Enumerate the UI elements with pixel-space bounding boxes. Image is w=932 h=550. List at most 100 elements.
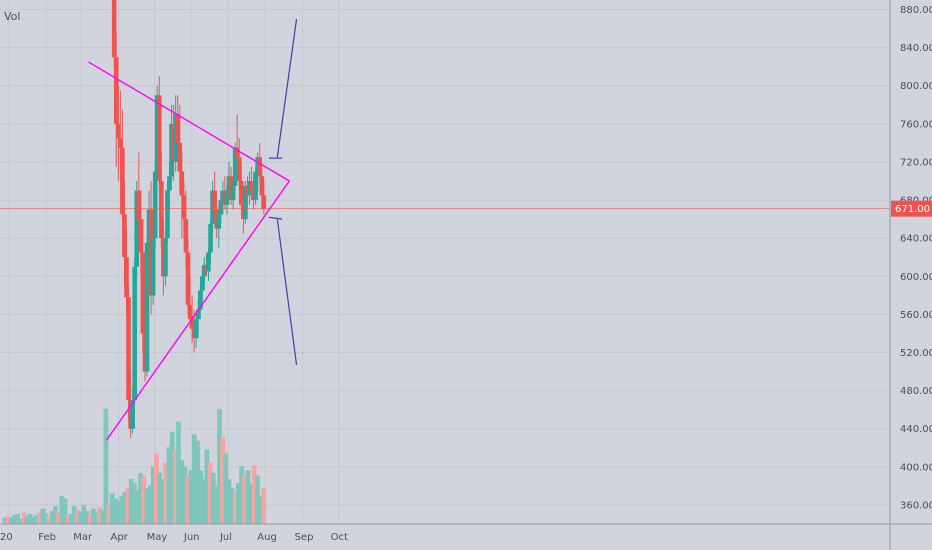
volume-bar (12, 515, 17, 524)
candlesticks[interactable] (111, 0, 267, 439)
candle-body (238, 181, 244, 205)
candle-body (130, 400, 135, 429)
volume-bar (166, 447, 172, 524)
candle-down[interactable] (140, 219, 146, 353)
volume-indicator-label: Vol (4, 10, 21, 23)
volume-bar (87, 513, 93, 524)
candle-body (206, 252, 211, 272)
candle-body (189, 319, 195, 329)
volume-bar (229, 488, 235, 524)
price-tick-label: 600.00 (900, 272, 932, 283)
volume-bar (154, 453, 159, 524)
time-axis[interactable]: 20 Feb Mar Apr May Jun Jul Aug Sep Oct (0, 523, 932, 543)
triangle-lower-trendline[interactable] (105, 180, 290, 441)
candle-up[interactable] (208, 219, 213, 262)
candle-up[interactable] (132, 257, 137, 405)
volume-bar (176, 421, 181, 524)
candle-up[interactable] (197, 285, 203, 320)
candle-body (236, 157, 242, 182)
candle-body (159, 181, 164, 239)
volume-bar (62, 498, 68, 524)
price-tick-label: 880.00 (900, 5, 932, 16)
time-tick-label: May (147, 532, 168, 543)
candle-body (140, 252, 146, 334)
candle-down[interactable] (126, 285, 131, 420)
candle-body (257, 157, 263, 177)
candle-body (253, 171, 258, 201)
candle-body (183, 219, 189, 253)
candle-down[interactable] (115, 85, 121, 182)
candle-up[interactable] (165, 181, 170, 243)
volume-bar (100, 509, 106, 524)
candle-up[interactable] (253, 166, 258, 205)
volume-bar (147, 485, 153, 524)
candle-body (187, 304, 193, 320)
candle-down[interactable] (238, 161, 244, 210)
volume-bar (43, 513, 49, 524)
candle-body (144, 242, 150, 372)
candle-body (111, 0, 117, 58)
candle-down[interactable] (159, 152, 164, 248)
volume-bar (59, 495, 65, 524)
candle-body (216, 214, 222, 229)
volume-bar (53, 506, 58, 524)
volume-bar (81, 504, 87, 524)
price-tick-label: 480.00 (900, 386, 932, 397)
price-axis[interactable]: 360.00 400.00 440.00 480.00 520.00 560.00 600.… (889, 0, 932, 550)
candle-up[interactable] (206, 247, 211, 282)
volume-bar (128, 479, 134, 524)
volume-bar (24, 516, 30, 524)
volume-bar (40, 508, 46, 524)
candle-body (193, 319, 199, 339)
volume-bar (72, 506, 77, 524)
last-price-badge: 671.00 (891, 200, 932, 217)
volume-bar (210, 472, 216, 524)
candle-body (218, 200, 224, 215)
candle-down[interactable] (113, 33, 119, 167)
candle-body (115, 123, 121, 139)
volume-bar (103, 408, 109, 524)
candle-body (152, 171, 158, 239)
volume-bar (97, 507, 103, 524)
candle-body (156, 95, 162, 182)
price-tick-label: 800.00 (900, 81, 932, 92)
candle-up[interactable] (150, 228, 156, 305)
volume-bar (141, 475, 147, 524)
last-price-value: 671.00 (895, 204, 930, 215)
candle-up[interactable] (193, 314, 199, 348)
time-tick-label: Feb (38, 532, 56, 543)
volume-bar (226, 479, 232, 524)
candle-up[interactable] (216, 209, 222, 248)
candle-down[interactable] (111, 0, 117, 67)
candle-body (120, 147, 125, 215)
last-price-badge-bg (891, 200, 932, 217)
candle-body (113, 57, 119, 124)
candle-body (243, 185, 248, 220)
volume-bar (49, 511, 55, 524)
candle-down[interactable] (257, 142, 263, 182)
candle-down[interactable] (156, 76, 162, 191)
candle-body (175, 114, 181, 143)
candle-body (197, 290, 203, 310)
triangle-upper-trendline[interactable] (88, 61, 290, 182)
volume-bar (220, 436, 226, 524)
volume-bar (109, 493, 115, 524)
projection-up-line[interactable] (276, 18, 298, 158)
target-down-tick[interactable] (268, 216, 283, 220)
candle-up[interactable] (152, 161, 158, 248)
candle-body (259, 176, 265, 196)
candle-down[interactable] (120, 109, 125, 220)
candle-body (124, 257, 129, 298)
volume-bar (261, 488, 267, 524)
candle-up[interactable] (144, 238, 150, 377)
volume-bar (90, 508, 96, 524)
volume-bar (245, 470, 251, 524)
projection-down-line[interactable] (276, 219, 298, 365)
volume-bar (84, 511, 90, 524)
volume-bar (169, 431, 175, 524)
pattern-annotations[interactable] (88, 18, 298, 441)
volume-bar (232, 492, 238, 524)
time-tick-label: Jul (219, 532, 232, 543)
candle-down[interactable] (185, 238, 191, 315)
